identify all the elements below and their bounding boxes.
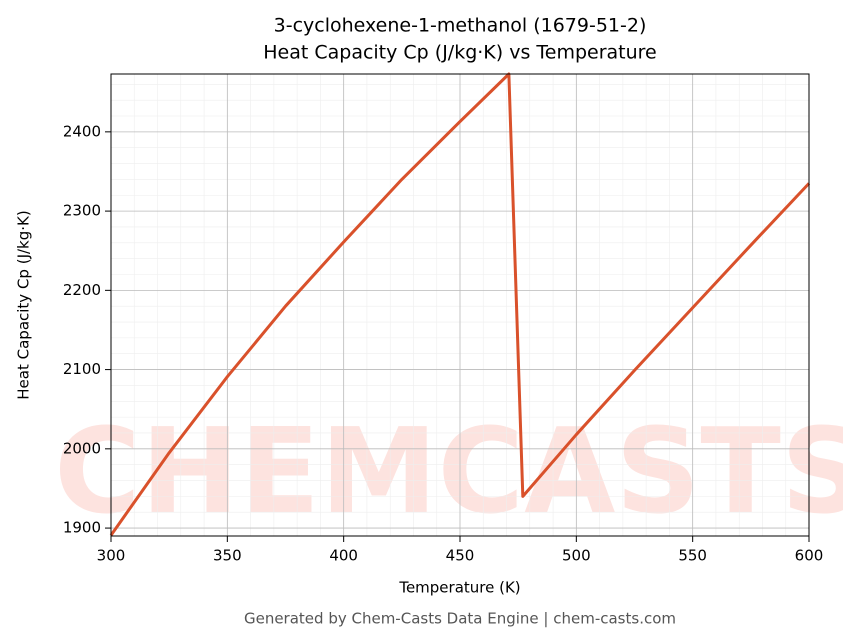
x-tick-label: 450 <box>446 547 475 565</box>
chart-subtitle: Heat Capacity Cp (J/kg·K) vs Temperature <box>263 42 657 64</box>
y-axis-label: Heat Capacity Cp (J/kg·K) <box>15 210 33 399</box>
x-tick-label: 350 <box>213 547 242 565</box>
x-tick-label: 500 <box>562 547 591 565</box>
chart-title: 3-cyclohexene-1-methanol (1679-51-2) <box>274 15 647 37</box>
y-tick-label: 2100 <box>63 360 101 378</box>
y-tick-label: 2400 <box>63 122 101 140</box>
y-tick-label: 2000 <box>63 439 101 457</box>
x-axis-label: Temperature (K) <box>398 579 520 597</box>
x-tick-label: 400 <box>329 547 358 565</box>
x-tick-label: 550 <box>678 547 707 565</box>
plot-frame <box>110 73 810 537</box>
y-tick-label: 1900 <box>63 519 101 537</box>
x-tick-label: 600 <box>795 547 824 565</box>
y-tick-label: 2300 <box>63 202 101 220</box>
watermark: CHEMCASTS <box>54 402 843 540</box>
footer: Generated by Chem-Casts Data Engine | ch… <box>244 610 676 628</box>
y-tick-label: 2200 <box>63 281 101 299</box>
data-line <box>109 72 811 537</box>
x-tick-label: 300 <box>97 547 126 565</box>
